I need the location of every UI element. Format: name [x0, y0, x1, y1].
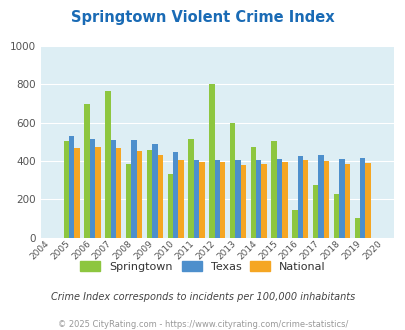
Bar	[116, 148, 121, 238]
Bar	[178, 159, 183, 238]
Bar	[214, 160, 220, 238]
Bar	[74, 148, 80, 238]
Bar	[64, 141, 69, 238]
Bar	[84, 104, 90, 238]
Bar	[318, 155, 323, 238]
Bar	[281, 162, 287, 238]
Bar	[131, 140, 136, 238]
Bar	[297, 156, 302, 238]
Bar	[95, 147, 100, 238]
Bar	[323, 161, 328, 238]
Bar	[136, 150, 142, 238]
Bar	[302, 160, 308, 238]
Bar	[250, 147, 256, 238]
Bar	[147, 149, 152, 238]
Bar	[271, 141, 276, 238]
Bar	[333, 194, 338, 238]
Bar	[364, 163, 370, 238]
Bar	[126, 164, 131, 238]
Text: © 2025 CityRating.com - https://www.cityrating.com/crime-statistics/: © 2025 CityRating.com - https://www.city…	[58, 320, 347, 329]
Bar	[105, 91, 110, 238]
Bar	[354, 218, 359, 238]
Bar	[209, 83, 214, 238]
Bar	[256, 160, 261, 238]
Bar	[240, 165, 245, 238]
Bar	[110, 140, 116, 238]
Legend: Springtown, Texas, National: Springtown, Texas, National	[80, 261, 325, 272]
Bar	[69, 136, 74, 238]
Bar	[152, 144, 157, 238]
Bar	[359, 158, 364, 238]
Bar	[167, 175, 173, 238]
Bar	[90, 139, 95, 238]
Bar	[157, 155, 162, 238]
Text: Springtown Violent Crime Index: Springtown Violent Crime Index	[71, 10, 334, 25]
Bar	[229, 123, 235, 238]
Bar	[292, 210, 297, 238]
Bar	[312, 185, 318, 238]
Bar	[235, 160, 240, 238]
Bar	[220, 162, 225, 238]
Bar	[276, 159, 281, 238]
Bar	[261, 164, 266, 238]
Bar	[338, 159, 344, 238]
Text: Crime Index corresponds to incidents per 100,000 inhabitants: Crime Index corresponds to incidents per…	[51, 292, 354, 302]
Bar	[344, 164, 349, 238]
Bar	[173, 152, 178, 238]
Bar	[198, 162, 204, 238]
Bar	[193, 160, 198, 238]
Bar	[188, 139, 193, 238]
